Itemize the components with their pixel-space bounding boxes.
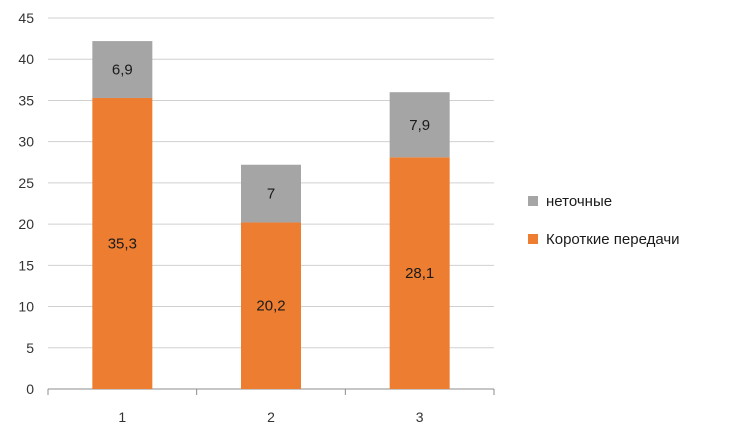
x-tick-label: 3 <box>416 409 424 425</box>
y-tick-label: 30 <box>18 134 34 150</box>
x-tick-label: 2 <box>267 409 275 425</box>
y-tick-label: 10 <box>18 299 34 315</box>
bars: 35,3 6,9 20,2 7 28,1 7,9 <box>92 41 450 390</box>
y-tick-label: 15 <box>18 257 34 273</box>
bar-segment <box>92 97 153 390</box>
bar-segment <box>389 92 450 158</box>
x-axis: 1 2 3 <box>47 389 495 425</box>
data-label: 7 <box>267 186 275 203</box>
legend-label: Короткие передачи <box>546 231 680 248</box>
y-tick-label: 25 <box>18 175 34 191</box>
legend-swatch <box>528 234 538 244</box>
bar-segment <box>241 164 301 223</box>
y-tick-label: 0 <box>26 381 34 397</box>
legend-label: неточные <box>546 193 612 210</box>
data-label: 28,1 <box>405 265 434 282</box>
y-tick-label: 35 <box>18 92 34 108</box>
legend-swatch <box>528 196 538 206</box>
data-label: 20,2 <box>256 298 285 315</box>
bar-segment <box>92 41 153 98</box>
data-label: 35,3 <box>108 235 137 252</box>
data-label: 6,9 <box>112 62 133 79</box>
y-tick-label: 40 <box>18 51 34 67</box>
bar-segment <box>241 222 301 389</box>
data-label: 7,9 <box>409 117 430 134</box>
y-tick-label: 20 <box>18 216 34 232</box>
y-tick-label: 5 <box>26 340 34 356</box>
legend: неточные Короткие передачи <box>528 193 680 248</box>
y-axis: 0 5 10 15 20 25 30 35 40 45 <box>18 10 34 397</box>
y-tick-label: 45 <box>18 10 34 26</box>
x-tick-label: 1 <box>118 409 126 425</box>
bar-segment <box>389 157 450 389</box>
